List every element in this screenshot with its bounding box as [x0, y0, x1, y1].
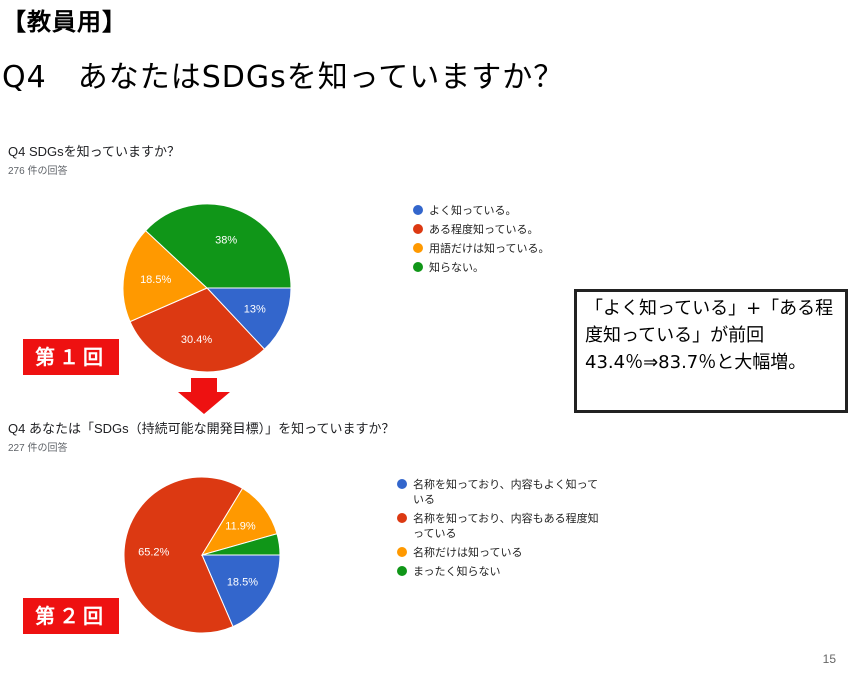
chart1-legend-item-4: 知らない。 — [413, 260, 583, 275]
summary-callout: 「よく知っている」+「ある程度知っている」が前回43.4％⇒83.7％と大幅増。 — [574, 289, 848, 413]
slide-tag: 【教員用】 — [2, 8, 127, 36]
chart2-legend-item-1: 名称を知っており、内容もよく知っている — [397, 477, 607, 507]
chart1-slice-1 — [205, 287, 292, 350]
page-number: 15 — [822, 652, 836, 666]
legend-swatch-icon — [397, 479, 407, 489]
pie-chart-round1: 13% 30.4% 18.5% 38% — [122, 203, 292, 373]
chart1-slice-label-1: 13% — [244, 304, 266, 316]
legend-swatch-icon — [413, 243, 423, 253]
round1-badge: 第１回 — [23, 339, 119, 375]
chart2-title: Q4 あなたは「SDGs（持続可能な開発目標）」を知っていますか？ — [8, 421, 395, 436]
legend-swatch-icon — [413, 262, 423, 272]
legend-label: ある程度知っている。 — [429, 223, 539, 236]
legend-swatch-icon — [397, 547, 407, 557]
legend-label: よく知っている。 — [429, 204, 517, 217]
chart1-slice-label-3: 18.5% — [140, 274, 171, 286]
chart2-slice-label-1: 18.5% — [227, 577, 258, 589]
chart1-legend: よく知っている。ある程度知っている。 用語だけは知っている。 知らない。 — [413, 203, 583, 279]
legend-label: 名称だけは知っている — [413, 546, 523, 559]
chart2-slice-label-2: 65.2% — [138, 547, 169, 559]
chart1-title: Q4 SDGsを知っていますか？ — [8, 144, 180, 159]
slide-title: Q4 あなたはSDGsを知っていますか？ — [2, 60, 565, 95]
chart2-slice-4 — [201, 533, 281, 556]
chart1-legend-item-1: よく知っている。 — [413, 203, 583, 218]
chart2-response-count: 227 件の回答 — [8, 443, 68, 454]
legend-label: 用語だけは知っている。 — [429, 242, 550, 255]
legend-label: 名称を知っており、内容もある程度知っている — [413, 512, 599, 540]
round2-badge: 第２回 — [23, 598, 119, 634]
chart1-slice-label-2: 30.4% — [181, 334, 212, 346]
pie-chart-round2: 18.5% 65.2% 11.9% — [123, 476, 281, 634]
down-arrow-icon — [178, 378, 230, 414]
legend-swatch-icon — [413, 224, 423, 234]
legend-label: 知らない。 — [429, 261, 484, 274]
legend-label: まったく知らない — [413, 565, 501, 578]
chart2-slice-label-3: 11.9% — [225, 521, 256, 533]
chart2-legend-item-2: 名称を知っており、内容もある程度知っている — [397, 511, 607, 541]
chart1-legend-item-2: ある程度知っている。 — [413, 222, 583, 237]
chart1-slice-3 — [122, 229, 208, 323]
legend-label: 名称を知っており、内容もよく知っている — [413, 478, 599, 506]
legend-swatch-icon — [413, 205, 423, 215]
chart1-legend-item-3: 用語だけは知っている。 — [413, 241, 583, 256]
chart1-slice-2 — [129, 287, 266, 373]
chart2-legend-item-4: まったく知らない — [397, 564, 607, 579]
chart1-slice-label-4: 38% — [215, 235, 237, 247]
chart1-slice-4 — [144, 203, 292, 289]
chart2-slice-1 — [201, 554, 281, 628]
summary-text: 「よく知っている」+「ある程度知っている」が前回43.4％⇒83.7％と大幅増。 — [585, 298, 834, 373]
chart2-legend: 名称を知っており、内容もよく知っている 名称を知っており、内容もある程度知っている… — [397, 477, 607, 583]
chart2-slice-2 — [123, 476, 244, 634]
chart1-response-count: 276 件の回答 — [8, 166, 68, 177]
legend-swatch-icon — [397, 566, 407, 576]
legend-swatch-icon — [397, 513, 407, 523]
chart2-legend-item-3: 名称だけは知っている — [397, 545, 607, 560]
